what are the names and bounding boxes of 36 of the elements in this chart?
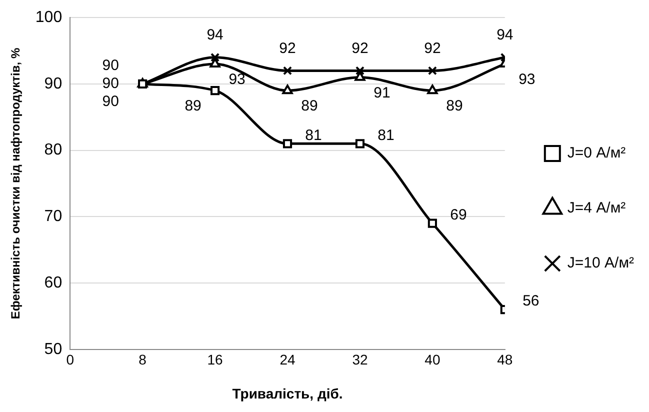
data-label: 81 xyxy=(305,126,322,144)
legend-label: J=0 А/м² xyxy=(567,144,626,162)
data-label: 81 xyxy=(378,126,394,144)
data-label: 56 xyxy=(522,292,540,310)
data-label: 92 xyxy=(424,40,441,57)
data-label: 92 xyxy=(352,40,368,57)
legend-label: J=10 А/м² xyxy=(567,254,634,272)
data-label: 94 xyxy=(496,26,514,44)
y-axis-title: Ефективність очистки від нафтопродуктів, % xyxy=(8,48,23,320)
x-tick-label: 16 xyxy=(207,352,224,368)
y-tick-label: 70 xyxy=(44,208,62,226)
data-label: 93 xyxy=(518,71,536,88)
x-tick-label: 48 xyxy=(497,352,513,368)
y-tick-label: 60 xyxy=(44,274,62,292)
legend-label: J=4 А/м² xyxy=(567,200,626,217)
y-tick-label: 90 xyxy=(44,75,62,92)
data-label: 89 xyxy=(184,98,202,115)
data-label: 69 xyxy=(450,206,467,224)
x-tick-label: 40 xyxy=(424,352,440,368)
data-label: 94 xyxy=(206,26,224,44)
data-label: 89 xyxy=(301,98,318,115)
x-tick-label: 32 xyxy=(352,352,368,368)
y-tick-label: 100 xyxy=(35,9,62,26)
x-tick-label: 0 xyxy=(66,352,74,368)
data-label: 90 xyxy=(102,93,119,110)
data-label: 89 xyxy=(446,98,463,115)
x-tick-label: 8 xyxy=(138,352,147,368)
y-tick-label: 80 xyxy=(44,142,62,159)
data-label: 90 xyxy=(102,57,119,74)
data-label: 93 xyxy=(228,71,246,88)
x-tick-label: 24 xyxy=(280,352,296,368)
data-label: 90 xyxy=(102,75,119,92)
x-axis-title: Тривалість, діб. xyxy=(232,385,343,402)
data-label: 92 xyxy=(279,40,296,57)
data-label: 91 xyxy=(374,84,390,102)
y-tick-label: 50 xyxy=(44,340,62,358)
